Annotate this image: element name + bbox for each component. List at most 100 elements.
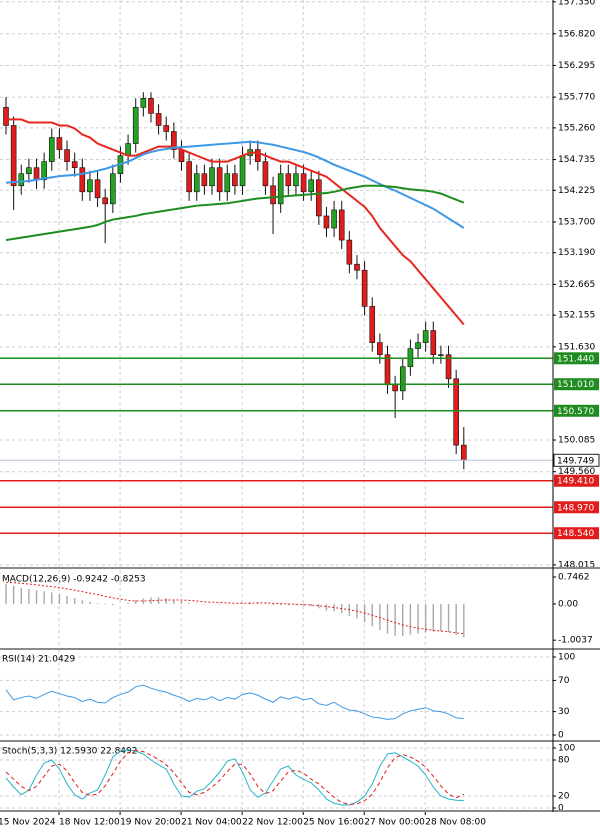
x-tick-label: 15 Nov 2024 <box>0 818 56 828</box>
candle-body <box>163 125 170 132</box>
candle-body <box>64 149 70 162</box>
candle-body <box>415 342 421 349</box>
candle-body <box>316 179 322 217</box>
candle-body <box>216 167 223 193</box>
x-tick-label: 27 Nov 00:00 <box>364 818 425 828</box>
panel-title: Stoch(5,3,3) 12.5930 22.8492 <box>2 747 137 757</box>
x-tick-label: 21 Nov 04:00 <box>181 818 242 828</box>
candle-body <box>384 354 391 386</box>
candle-body <box>224 173 231 193</box>
candle-body <box>369 306 376 343</box>
candle-body <box>132 107 139 144</box>
panel-separator <box>0 740 600 742</box>
candle-body <box>79 167 86 193</box>
candle-body <box>102 197 108 205</box>
candle-body <box>262 161 269 187</box>
y-tick-label: 152.665 <box>558 280 595 290</box>
x-tick-label: 22 Nov 12:00 <box>242 818 303 828</box>
indicator-line <box>5 749 465 805</box>
candle-body <box>18 173 25 187</box>
candle-body <box>377 342 383 355</box>
candle-body <box>430 330 437 355</box>
candle-body <box>254 149 261 162</box>
y-tick-label: 20 <box>558 792 570 802</box>
candle-body <box>110 173 116 205</box>
candle-body <box>438 354 444 356</box>
candle-body <box>33 167 40 181</box>
y-tick-label: 157.350 <box>558 0 595 7</box>
y-tick-label: 149.560 <box>558 467 595 477</box>
y-tick-label: 150.085 <box>558 436 595 446</box>
current-price-label: 149.749 <box>557 456 594 466</box>
y-tick-label: 153.700 <box>558 217 595 227</box>
candle-body <box>331 209 337 229</box>
panel-separator <box>0 567 600 569</box>
level-label: 151.010 <box>557 380 594 390</box>
y-tick-label: 151.630 <box>558 342 595 352</box>
y-tick-label: 154.735 <box>558 155 595 165</box>
candle-body <box>171 131 177 150</box>
level-label-box <box>554 474 599 487</box>
y-tick-label: 153.190 <box>558 248 595 258</box>
y-tick-label: 100 <box>558 744 575 754</box>
level-label: 151.440 <box>557 354 594 364</box>
x-tick-label: 18 Nov 12:00 <box>59 818 120 828</box>
indicator-line <box>5 184 465 242</box>
y-tick-label: -1.0037 <box>558 636 593 646</box>
candle-body <box>193 173 200 193</box>
candle-body <box>10 125 17 187</box>
indicator-line <box>6 118 465 326</box>
candle-body <box>346 239 353 265</box>
candle-body <box>392 384 398 392</box>
current-price-box <box>553 453 600 467</box>
level-label-box <box>554 404 599 417</box>
candle-body <box>155 113 162 126</box>
candle-body <box>140 98 147 108</box>
candle-body <box>422 330 429 343</box>
x-tick-label: 19 Nov 20:00 <box>120 818 181 828</box>
candle-body <box>3 107 9 126</box>
y-tick-label: 155.260 <box>558 123 595 133</box>
candle-body <box>399 366 406 392</box>
y-tick-label: 0 <box>558 804 564 814</box>
indicator-line <box>5 140 465 229</box>
level-label: 148.540 <box>557 529 594 539</box>
panel-title: RSI(14) 21.0429 <box>2 655 75 665</box>
y-tick-label: 155.770 <box>558 93 595 103</box>
level-label: 149.410 <box>557 477 594 487</box>
candle-body <box>232 173 238 187</box>
y-tick-label: 152.155 <box>558 311 595 321</box>
indicator-line <box>5 749 464 806</box>
candle-body <box>186 161 192 193</box>
candle-body <box>26 167 32 175</box>
candle-body <box>308 179 315 193</box>
candle-body <box>445 354 452 380</box>
y-tick-label: 148.015 <box>558 560 595 570</box>
candle-body <box>41 161 47 181</box>
candle-body <box>354 263 360 271</box>
indicator-line <box>5 581 464 635</box>
y-tick-label: 100 <box>558 653 575 663</box>
candle-body <box>209 167 215 187</box>
y-tick-label: 0.7462 <box>558 572 590 582</box>
candle-body <box>285 173 292 187</box>
panel-title: MACD(12,26,9) -0.9242 -0.8253 <box>2 575 146 585</box>
candle-body <box>201 173 208 187</box>
candle-body <box>178 149 185 162</box>
candle-body <box>239 155 246 187</box>
level-label-box <box>554 501 599 514</box>
candle-body <box>323 215 330 229</box>
level-label: 148.970 <box>557 503 594 513</box>
candle-body <box>48 137 55 162</box>
level-label-box <box>554 352 599 365</box>
y-tick-label: 0 <box>558 731 564 741</box>
candle-body <box>87 179 93 193</box>
y-tick-label: 80 <box>558 756 570 766</box>
y-tick-label: 156.295 <box>558 61 595 71</box>
candle-body <box>361 269 368 307</box>
candle-body <box>293 173 299 187</box>
candle-body <box>148 98 154 114</box>
